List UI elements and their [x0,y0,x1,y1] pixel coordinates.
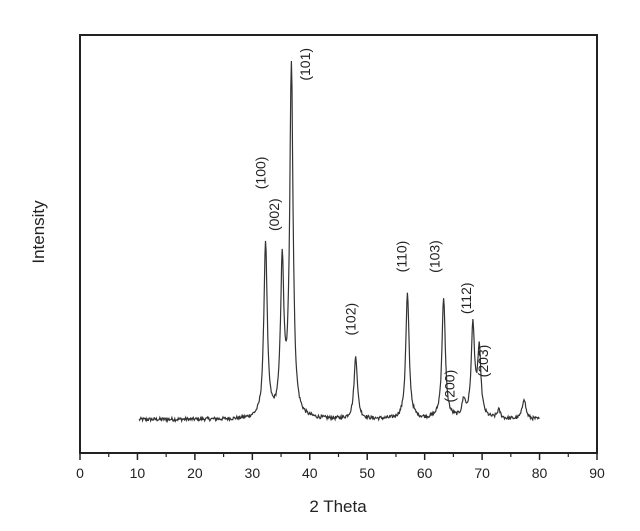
x-tick-label: 90 [589,465,605,481]
peak-annotation: (100) [253,157,269,190]
x-tick-label: 20 [187,465,203,481]
x-tick-label: 50 [359,465,375,481]
x-tick-label: 70 [474,465,490,481]
x-tick-label: 0 [76,465,84,481]
peak-annotation: (002) [266,198,282,231]
series-line [138,60,540,424]
peak-annotation: (103) [427,240,443,273]
x-axis-title: 2 Theta [309,497,367,516]
x-tick-label: 80 [532,465,548,481]
peak-annotations: (100) (002) (101) (102) (110) (103) (200) (112)… [253,48,491,402]
y-axis-title: Intensity [29,200,48,264]
peak-annotation: (102) [343,303,359,336]
x-tick-label: 40 [302,465,318,481]
x-tick-label: 60 [417,465,433,481]
plot-frame [79,34,598,454]
peak-annotation: (200) [442,370,458,403]
x-tick-label: 10 [130,465,146,481]
x-tick-label: 30 [245,465,261,481]
x-axis-ticks: 0 10 20 30 40 50 60 70 80 90 [76,453,605,481]
peak-annotation: (203) [475,345,491,378]
peak-annotation: (101) [297,48,313,81]
peak-annotation: (112) [458,282,474,314]
peak-annotation: (110) [393,241,409,273]
